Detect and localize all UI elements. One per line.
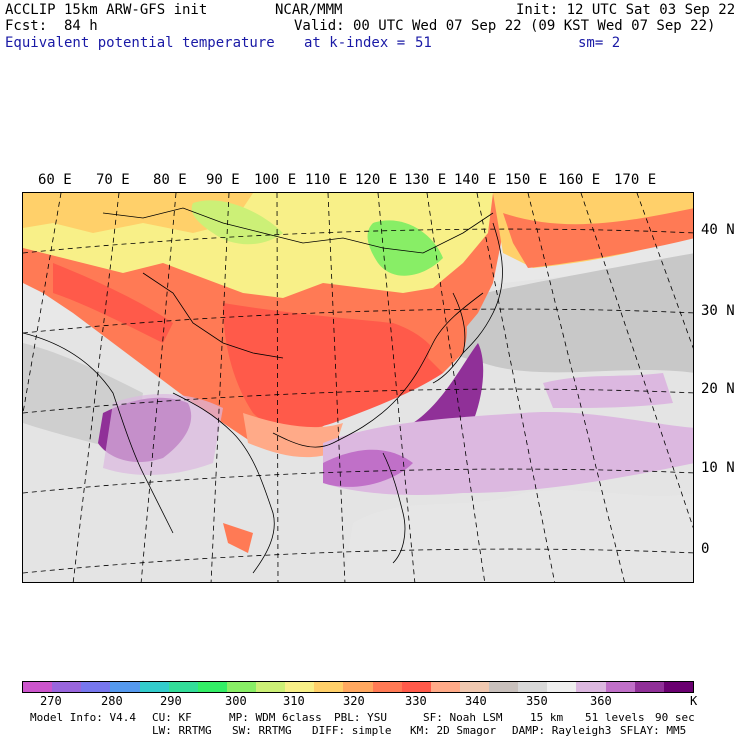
mp-scheme: MP: WDM 6class [229,711,322,724]
lw-scheme: LW: RRTMG [152,724,212,737]
legend-swatch [489,682,519,692]
legend-swatch [401,682,431,692]
legend-tick: 300 [225,694,247,708]
legend-swatch [285,682,315,692]
lon-label: 130 E [404,172,447,188]
legend-swatch [81,682,111,692]
legend-swatch [430,682,460,692]
legend-tick: 290 [160,694,182,708]
legend-swatch [197,682,227,692]
timestep: 90 sec [655,711,695,724]
km-scheme: KM: 2D Smagor [410,724,497,737]
legend-swatch [52,682,82,692]
legend-swatch [226,682,256,692]
legend-swatch [23,682,53,692]
fcst-value: 84 h [64,18,98,34]
levels: 51 levels [585,711,645,724]
legend-swatch [459,682,489,692]
sw-scheme: SW: RRTMG [232,724,292,737]
legend-swatch [547,682,577,692]
lon-label: 60 E [38,172,72,188]
level-label: at k-index = [304,35,406,51]
valid-time: Valid: 00 UTC Wed 07 Sep 22 (09 KST Wed … [294,18,716,34]
lat-label: 20 N [701,381,735,397]
level-value: 51 [415,35,432,51]
legend-tick: 330 [405,694,427,708]
lon-label: 80 E [153,172,187,188]
legend-swatch [634,682,664,692]
cu-scheme: CU: KF [152,711,192,724]
legend-tick: 320 [343,694,365,708]
lon-label: 160 E [558,172,601,188]
pbl-scheme: PBL: YSU [334,711,387,724]
sflay-scheme: SFLAY: MM5 [620,724,687,737]
legend-swatch [372,682,402,692]
legend-tick: 270 [40,694,62,708]
legend-swatch [139,682,169,692]
legend-swatch [518,682,548,692]
lon-label: 170 E [614,172,657,188]
theta-e-map [22,192,694,583]
sf-scheme: SF: Noah LSM [423,711,503,724]
org-label: NCAR/MMM [275,2,343,18]
legend-tick: 310 [283,694,305,708]
model-title: ACCLIP 15km ARW-GFS init [5,2,208,18]
lon-label: 70 E [96,172,130,188]
damp-scheme: DAMP: Rayleigh3 [512,724,612,737]
init-time: Init: 12 UTC Sat 03 Sep 22 [516,2,736,18]
lon-label: 150 E [505,172,548,188]
legend-swatch [663,682,693,692]
color-legend [22,681,694,693]
lon-label: 120 E [355,172,398,188]
legend-swatch [168,682,198,692]
model-info: Model Info: V4.4 [30,711,136,724]
legend-unit: K [690,694,698,708]
legend-swatch [256,682,286,692]
legend-swatch [576,682,606,692]
fcst-label: Fcst: [5,18,48,34]
diff-scheme: DIFF: simple [312,724,392,737]
lat-label: 0 [701,541,710,557]
field-name: Equivalent potential temperature [5,35,275,51]
legend-tick: 350 [526,694,548,708]
resolution: 15 km [530,711,564,724]
legend-swatch [110,682,140,692]
legend-swatch [605,682,635,692]
legend-tick: 280 [101,694,123,708]
lon-label: 110 E [305,172,348,188]
lon-label: 90 E [206,172,240,188]
legend-tick: 340 [465,694,487,708]
legend-swatch [343,682,373,692]
lon-label: 140 E [454,172,497,188]
lat-label: 40 N [701,222,735,238]
legend-tick: 360 [590,694,612,708]
lat-label: 10 N [701,460,735,476]
lat-label: 30 N [701,303,735,319]
legend-swatch [314,682,344,692]
lon-label: 100 E [254,172,297,188]
smoothing-label: sm= 2 [578,35,621,51]
